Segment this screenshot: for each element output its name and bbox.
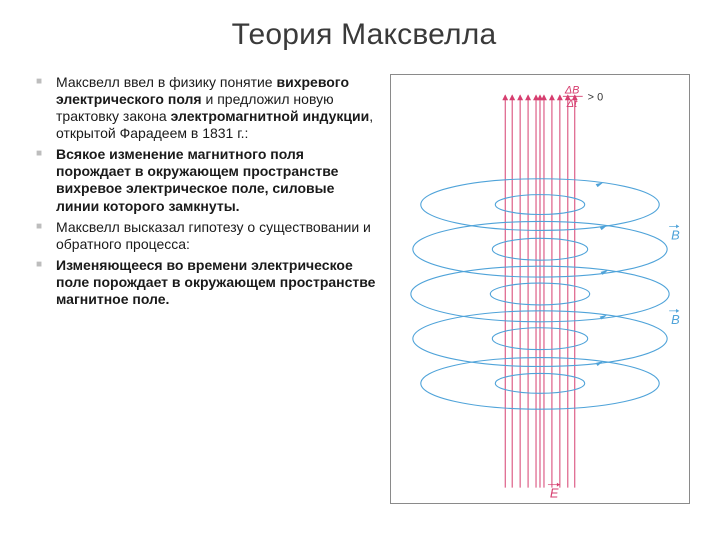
bullet-item: Максвелл ввел в физику понятие вихревого… xyxy=(36,74,376,142)
bullet-item: Всякое изменение магнитного поля порожда… xyxy=(36,146,376,214)
svg-text:> 0: > 0 xyxy=(588,91,603,103)
bullet-text: Максвелл ввел в физику понятие xyxy=(56,74,276,90)
bullet-text: Максвелл высказал гипотезу о существован… xyxy=(56,219,371,252)
svg-text:ΔB: ΔB xyxy=(564,84,580,96)
slide: Теория Максвелла Максвелл ввел в физику … xyxy=(0,0,720,540)
svg-text:B: B xyxy=(671,227,680,242)
bullet-text: Изменяющееся во времени электрическое по… xyxy=(56,257,375,307)
slide-title: Теория Максвелла xyxy=(36,18,692,52)
content-row: Максвелл ввел в физику понятие вихревого… xyxy=(36,74,692,504)
field-diagram: ΔB Δt > 0 B B E xyxy=(390,74,690,504)
bullet-item: Изменяющееся во времени электрическое по… xyxy=(36,257,376,308)
bullet-item: Максвелл высказал гипотезу о существован… xyxy=(36,219,376,253)
bullet-text: электромагнитной индукции xyxy=(171,108,370,124)
svg-text:Δt: Δt xyxy=(566,98,578,110)
svg-text:E: E xyxy=(550,486,559,501)
svg-text:B: B xyxy=(671,312,680,327)
bullet-text: Всякое изменение магнитного поля порожда… xyxy=(56,146,338,213)
bullet-list: Максвелл ввел в физику понятие вихревого… xyxy=(36,74,376,312)
field-diagram-svg: ΔB Δt > 0 B B E xyxy=(391,75,689,503)
